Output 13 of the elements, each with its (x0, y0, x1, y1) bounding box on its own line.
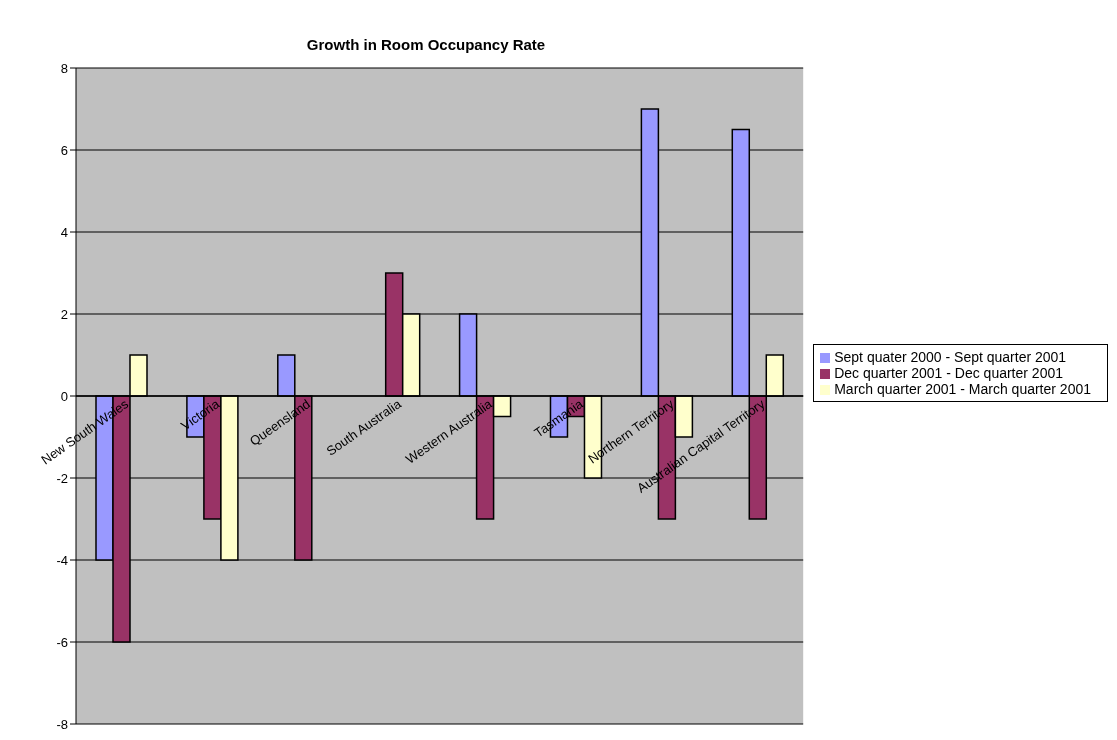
legend-label: Sept quater 2000 - Sept quarter 2001 (834, 349, 1067, 365)
y-tick-label: -4 (56, 552, 68, 568)
y-tick-label: 6 (60, 142, 68, 158)
chart-title: Growth in Room Occupancy Rate (305, 36, 547, 53)
y-tick-label: 0 (60, 388, 68, 404)
legend-label: Dec quarter 2001 - Dec quarter 2001 (834, 365, 1063, 381)
y-tick-label: -8 (56, 716, 68, 732)
y-tick-label: -2 (56, 470, 68, 486)
y-tick-label: 4 (60, 224, 68, 240)
legend-label: March quarter 2001 - March quarter 2001 (834, 381, 1091, 397)
y-tick-label: 2 (60, 306, 68, 322)
y-tick-label: -6 (56, 634, 68, 650)
y-tick-label: 8 (60, 60, 68, 76)
